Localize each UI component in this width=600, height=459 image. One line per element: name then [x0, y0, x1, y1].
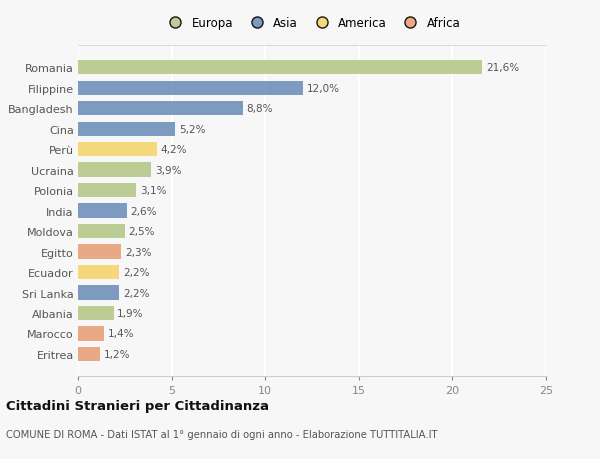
- Bar: [78, 163, 151, 178]
- Text: 4,2%: 4,2%: [160, 145, 187, 155]
- Bar: [78, 204, 127, 218]
- Text: 1,9%: 1,9%: [118, 308, 144, 319]
- Text: 1,4%: 1,4%: [108, 329, 134, 339]
- Text: 12,0%: 12,0%: [307, 84, 340, 94]
- Bar: [78, 143, 157, 157]
- Bar: [78, 184, 136, 198]
- Text: 2,5%: 2,5%: [128, 227, 155, 236]
- Bar: [78, 102, 243, 116]
- Text: 21,6%: 21,6%: [486, 63, 519, 73]
- Text: 5,2%: 5,2%: [179, 124, 206, 134]
- Bar: [78, 61, 482, 75]
- Bar: [78, 306, 113, 320]
- Text: 1,2%: 1,2%: [104, 349, 131, 359]
- Text: 8,8%: 8,8%: [247, 104, 273, 114]
- Bar: [78, 245, 121, 259]
- Text: 2,6%: 2,6%: [130, 206, 157, 216]
- Bar: [78, 286, 119, 300]
- Bar: [78, 81, 302, 95]
- Text: 2,2%: 2,2%: [123, 288, 149, 298]
- Bar: [78, 327, 104, 341]
- Bar: [78, 347, 100, 361]
- Text: Cittadini Stranieri per Cittadinanza: Cittadini Stranieri per Cittadinanza: [6, 399, 269, 412]
- Bar: [78, 224, 125, 239]
- Bar: [78, 122, 175, 136]
- Text: 2,3%: 2,3%: [125, 247, 151, 257]
- Legend: Europa, Asia, America, Africa: Europa, Asia, America, Africa: [158, 12, 466, 34]
- Text: 2,2%: 2,2%: [123, 268, 149, 277]
- Text: 3,1%: 3,1%: [140, 186, 166, 196]
- Text: 3,9%: 3,9%: [155, 165, 181, 175]
- Bar: [78, 265, 119, 280]
- Text: COMUNE DI ROMA - Dati ISTAT al 1° gennaio di ogni anno - Elaborazione TUTTITALIA: COMUNE DI ROMA - Dati ISTAT al 1° gennai…: [6, 429, 437, 439]
